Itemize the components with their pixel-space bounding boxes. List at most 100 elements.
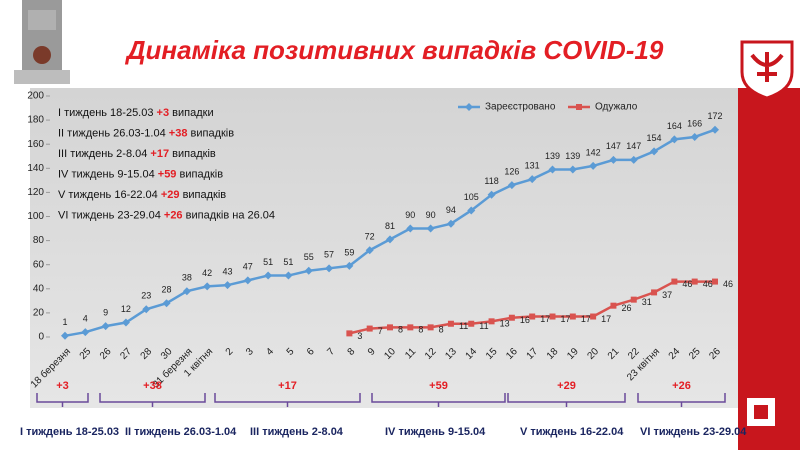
y-tick-label: 60 xyxy=(33,259,45,270)
marker xyxy=(346,330,353,337)
marker xyxy=(121,318,130,327)
marker xyxy=(386,235,394,244)
legend-marker xyxy=(576,104,582,110)
annotation: I тиждень 18-25.03 +3 випадки xyxy=(58,107,214,119)
annotation-suffix: випадків xyxy=(172,148,216,160)
annotation-delta: +38 xyxy=(169,127,188,139)
annotation: V тиждень 16-22.04 +29 випадків xyxy=(58,189,226,201)
data-label: 46 xyxy=(723,279,733,289)
marker xyxy=(162,299,171,308)
marker xyxy=(387,324,393,331)
marker xyxy=(630,296,637,303)
marker xyxy=(304,266,313,275)
marker xyxy=(325,264,334,273)
nav-button-icon xyxy=(754,405,768,419)
marker xyxy=(508,314,515,321)
marker xyxy=(427,324,434,331)
chart-panel xyxy=(30,88,738,408)
week-label: II тиждень 26.03-1.04 xyxy=(125,426,237,438)
marker xyxy=(651,289,658,296)
data-label: 81 xyxy=(385,221,395,231)
marker xyxy=(264,271,273,280)
marker xyxy=(182,287,191,296)
data-label: 4 xyxy=(83,314,88,324)
annotation-text: II тиждень 26.03-1.04 xyxy=(58,127,166,139)
week-label: IV тиждень 9-15.04 xyxy=(385,426,486,438)
annotation-delta: +59 xyxy=(158,168,177,180)
marker xyxy=(101,322,110,331)
marker xyxy=(284,271,293,280)
marker xyxy=(690,132,699,141)
week-delta: +59 xyxy=(429,380,448,392)
y-tick-label: 120 xyxy=(27,187,44,198)
marker xyxy=(406,224,415,233)
week-delta: +38 xyxy=(143,380,162,392)
marker xyxy=(467,206,476,215)
week-brace xyxy=(637,393,726,407)
data-label: 166 xyxy=(687,118,702,128)
data-label: 131 xyxy=(525,161,540,171)
marker xyxy=(487,190,496,199)
data-label: 37 xyxy=(662,290,672,300)
annotation-suffix: випадків на 26.04 xyxy=(186,209,275,221)
data-label: 147 xyxy=(626,141,641,151)
marker xyxy=(142,305,151,314)
legend-label: Одужало xyxy=(595,102,638,113)
data-label: 23 xyxy=(141,291,151,301)
data-label: 38 xyxy=(182,273,192,283)
data-label: 3 xyxy=(357,331,362,341)
annotation-delta: +17 xyxy=(150,148,169,160)
marker xyxy=(590,313,597,320)
data-label: 17 xyxy=(581,314,591,324)
marker xyxy=(671,278,678,285)
data-label: 46 xyxy=(682,279,692,289)
marker xyxy=(650,147,659,156)
marker xyxy=(447,320,454,327)
y-tick-label: 0 xyxy=(38,332,44,343)
marker xyxy=(203,282,212,291)
data-label: 8 xyxy=(439,325,444,335)
week-label: I тиждень 18-25.03 xyxy=(20,426,119,438)
data-label: 17 xyxy=(540,314,550,324)
marker xyxy=(528,175,537,184)
annotation-suffix: випадки xyxy=(172,107,213,119)
data-label: 42 xyxy=(202,268,212,278)
annotation-suffix: випадків xyxy=(191,127,235,139)
annotation: II тиждень 26.03-1.04 +38 випадків xyxy=(58,127,234,139)
marker xyxy=(507,181,516,190)
annotation-suffix: випадків xyxy=(183,189,227,201)
marker xyxy=(61,331,69,340)
data-label: 59 xyxy=(344,247,354,257)
data-label: 11 xyxy=(479,321,488,331)
logo xyxy=(740,40,794,100)
annotation-text: IV тиждень 9-15.04 xyxy=(58,168,155,180)
marker xyxy=(548,165,557,174)
side-band xyxy=(738,88,800,450)
data-label: 11 xyxy=(459,321,468,331)
y-tick-label: 160 xyxy=(27,139,44,150)
week-delta: +3 xyxy=(56,380,69,392)
data-label: 105 xyxy=(464,192,479,202)
marker xyxy=(366,325,373,332)
week-brace xyxy=(99,393,206,407)
y-tick-label: 80 xyxy=(33,235,45,246)
marker xyxy=(365,246,374,255)
data-label: 139 xyxy=(565,151,580,161)
title: Динаміка позитивних випадків COVID-19 xyxy=(125,35,664,65)
marker xyxy=(243,276,252,285)
y-tick-label: 100 xyxy=(27,211,44,222)
data-label: 17 xyxy=(601,314,611,324)
data-label: 13 xyxy=(500,319,510,329)
y-tick-label: 140 xyxy=(27,163,44,174)
y-tick-label: 20 xyxy=(33,308,45,319)
y-tick-label: 180 xyxy=(27,115,44,126)
week-brace xyxy=(214,393,361,407)
data-label: 7 xyxy=(378,326,383,336)
data-label: 26 xyxy=(621,303,631,313)
y-tick-label: 200 xyxy=(27,91,44,102)
legend-label: Зареєстровано xyxy=(485,102,556,113)
data-label: 43 xyxy=(222,267,232,277)
marker xyxy=(407,324,414,331)
